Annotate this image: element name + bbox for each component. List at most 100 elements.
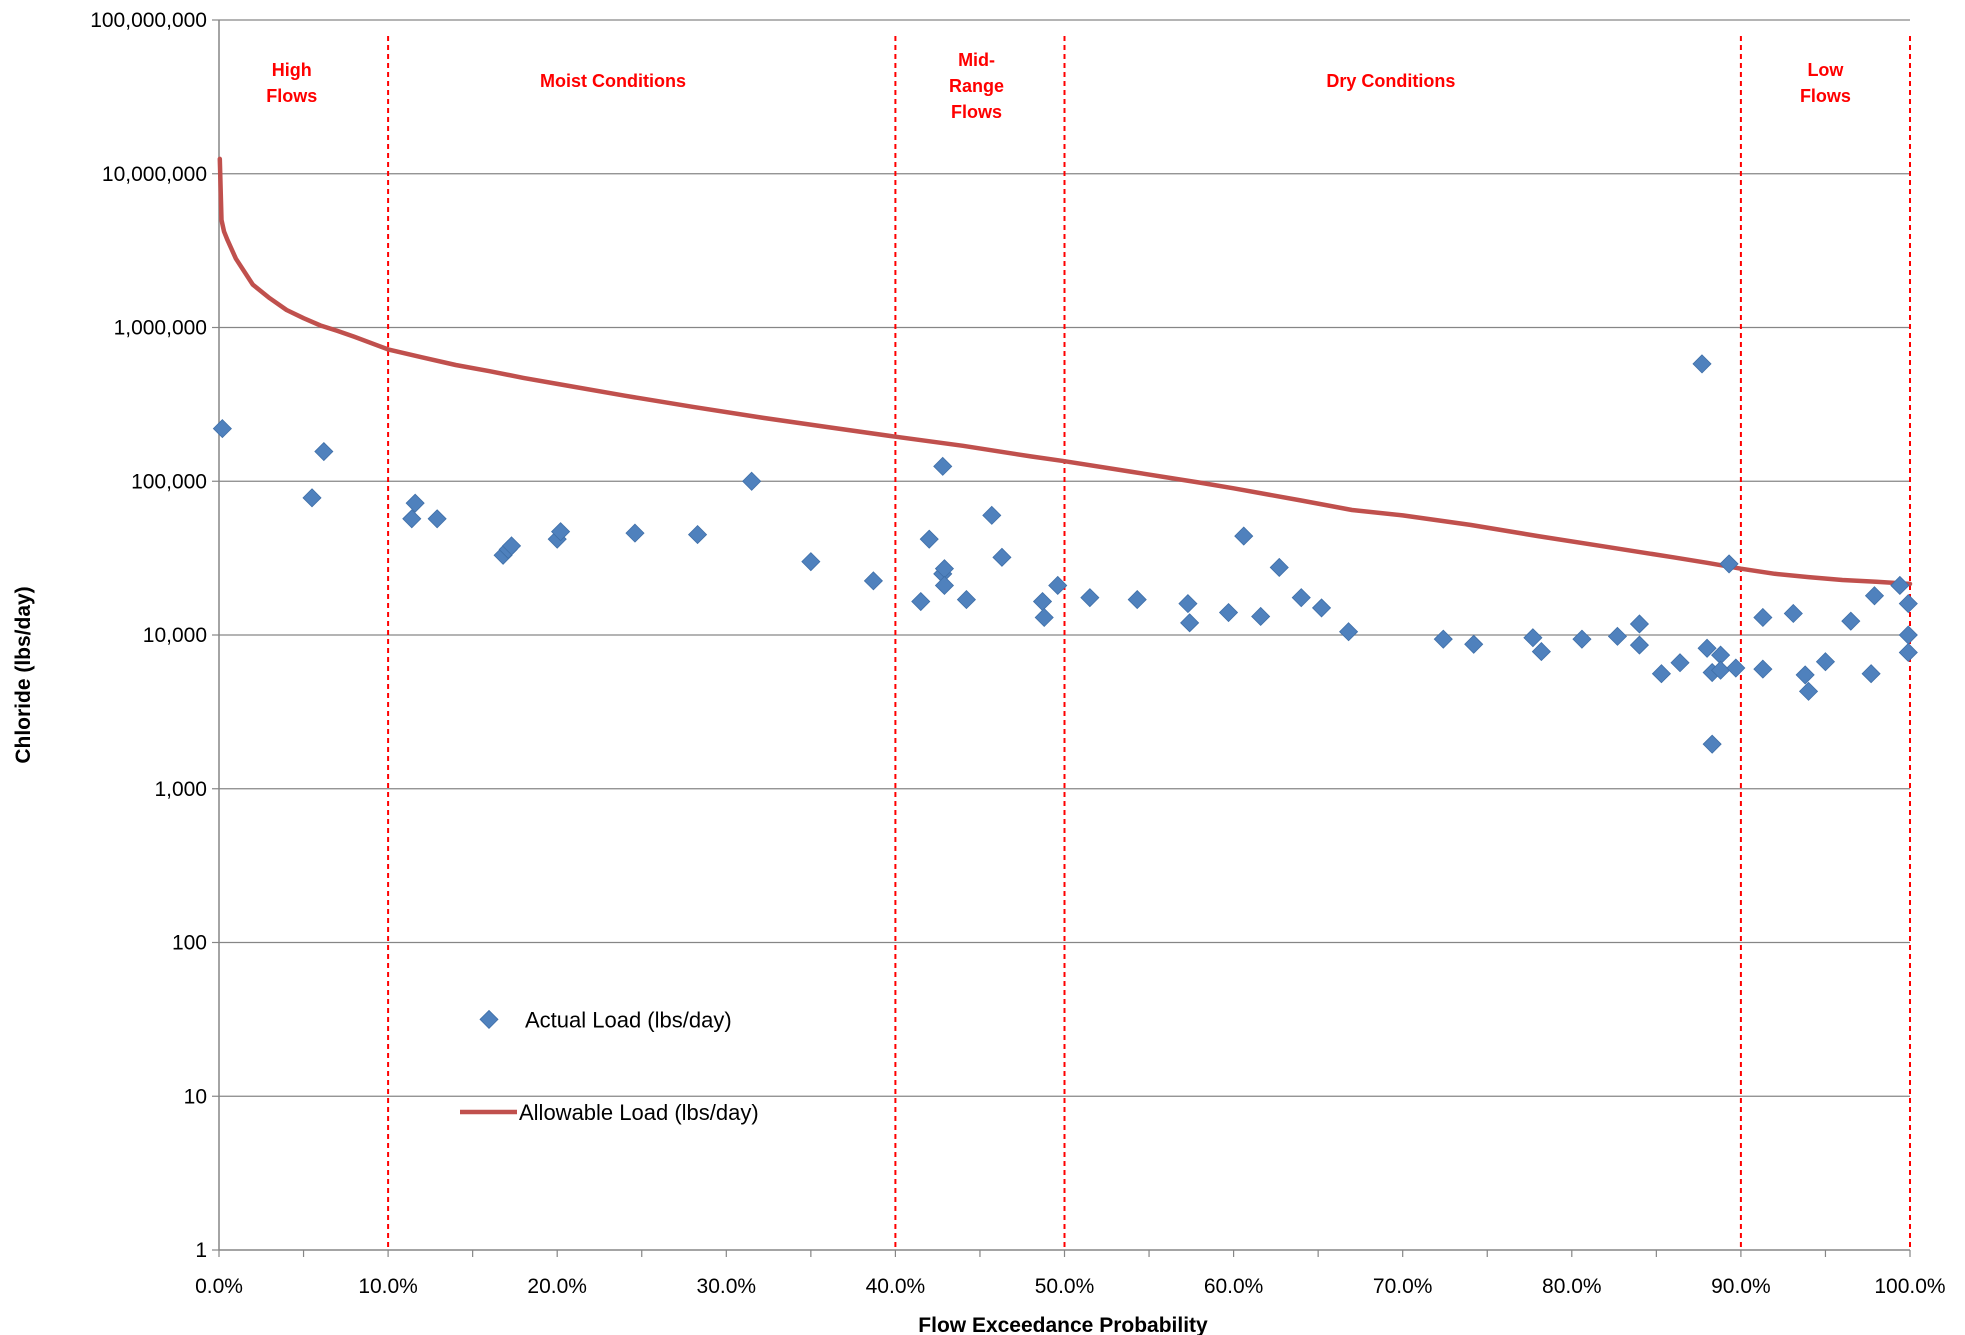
zone-label: Flows xyxy=(951,102,1002,122)
x-tick-label: 100.0% xyxy=(1874,1275,1945,1298)
data-point xyxy=(1291,588,1311,608)
data-point xyxy=(1080,588,1100,608)
data-point xyxy=(1898,642,1918,663)
data-point xyxy=(1670,653,1690,673)
data-point xyxy=(1180,613,1200,633)
zone-labels: High Flows Moist Conditions Mid- Range Flows D… xyxy=(266,50,1851,122)
data-point xyxy=(1898,594,1918,614)
axes: 1 10 100 1,000 10,000 100,000 1,000,000 10,000,… xyxy=(90,9,1945,1298)
data-point xyxy=(1464,634,1484,654)
legend-marker-actual xyxy=(479,1009,499,1029)
x-tick-label: 10.0% xyxy=(358,1275,418,1298)
data-point xyxy=(1651,664,1671,684)
y-tick-label: 10 xyxy=(184,1085,207,1108)
zone-label: Flows xyxy=(1800,86,1851,106)
zone-label: High xyxy=(272,60,312,80)
y-tick-label: 1 xyxy=(195,1239,207,1262)
data-point xyxy=(1753,659,1773,679)
data-point xyxy=(1890,575,1910,596)
x-tick-label: 80.0% xyxy=(1542,1275,1602,1298)
data-point xyxy=(1783,603,1803,624)
allowable-load-line xyxy=(217,156,1913,587)
zone-label: Dry Conditions xyxy=(1326,71,1455,91)
data-point xyxy=(919,529,939,549)
data-point xyxy=(302,488,322,508)
data-point xyxy=(1864,586,1885,606)
data-point xyxy=(933,456,953,476)
data-point xyxy=(934,575,955,596)
legend: Actual Load (lbs/day) Allowable Load (lbs… xyxy=(460,1007,759,1125)
data-point xyxy=(314,441,334,462)
data-point xyxy=(1251,606,1271,627)
data-point xyxy=(1048,575,1068,596)
x-tick-label: 70.0% xyxy=(1373,1275,1433,1298)
x-tick-label: 90.0% xyxy=(1711,1275,1771,1298)
data-point xyxy=(1719,554,1739,574)
data-point xyxy=(1269,557,1289,578)
zone-boundaries xyxy=(387,36,1911,1250)
data-point xyxy=(911,591,931,612)
data-point xyxy=(1629,614,1650,634)
data-point xyxy=(1178,594,1198,614)
x-tick-label: 40.0% xyxy=(866,1275,926,1298)
data-point xyxy=(742,471,762,491)
data-point xyxy=(1726,658,1746,678)
data-point xyxy=(1798,681,1819,701)
y-axis-title: Chloride (lbs/day) xyxy=(12,586,35,763)
data-point xyxy=(956,590,976,610)
actual-load-points xyxy=(212,354,1918,754)
data-point xyxy=(1861,664,1881,684)
data-point xyxy=(625,523,645,543)
x-tick-label: 50.0% xyxy=(1035,1275,1095,1298)
x-tick-label: 30.0% xyxy=(697,1275,757,1298)
y-tick-label: 1,000,000 xyxy=(114,317,207,340)
data-point xyxy=(1629,635,1650,655)
data-point xyxy=(1753,607,1773,628)
data-point xyxy=(1218,602,1239,623)
data-point xyxy=(1339,622,1359,642)
data-point xyxy=(1234,526,1254,546)
y-tick-label: 100 xyxy=(172,932,207,955)
data-point xyxy=(1697,638,1717,658)
zone-label: Low xyxy=(1807,60,1844,80)
y-tick-label: 1,000 xyxy=(154,778,207,801)
x-tick-label: 60.0% xyxy=(1204,1275,1264,1298)
data-point xyxy=(687,525,708,545)
zone-label: Range xyxy=(949,76,1004,96)
y-tick-label: 100,000 xyxy=(131,470,207,493)
data-point xyxy=(863,571,883,591)
data-point xyxy=(1531,642,1551,662)
data-point xyxy=(212,419,232,439)
data-point xyxy=(551,522,571,542)
legend-label-actual: Actual Load (lbs/day) xyxy=(525,1007,732,1032)
data-point xyxy=(402,509,422,529)
data-point xyxy=(501,536,522,556)
zone-label: Mid- xyxy=(958,50,995,70)
x-axis-title: Flow Exceedance Probability xyxy=(918,1314,1208,1335)
data-point xyxy=(1433,629,1453,649)
data-point xyxy=(992,547,1012,567)
data-point xyxy=(801,552,821,572)
data-point xyxy=(1898,625,1918,645)
data-point xyxy=(1523,628,1543,648)
data-point xyxy=(1032,591,1053,612)
data-point xyxy=(1607,626,1628,646)
data-point xyxy=(1702,734,1722,754)
data-point xyxy=(982,505,1002,525)
allowable-load-curve xyxy=(217,156,1913,587)
x-tick-label: 20.0% xyxy=(527,1275,587,1298)
data-point xyxy=(1572,629,1592,649)
zone-label: Moist Conditions xyxy=(540,71,686,91)
data-point xyxy=(1795,665,1815,685)
data-point xyxy=(1711,660,1731,680)
data-point xyxy=(405,493,425,513)
data-point xyxy=(1692,354,1712,374)
x-tick-label: 0.0% xyxy=(195,1275,243,1298)
legend-label-allowable: Allowable Load (lbs/day) xyxy=(519,1100,759,1125)
zone-label: Flows xyxy=(266,86,317,106)
data-point xyxy=(1841,611,1861,631)
y-tick-label: 10,000,000 xyxy=(102,163,207,186)
data-point xyxy=(1034,607,1054,628)
